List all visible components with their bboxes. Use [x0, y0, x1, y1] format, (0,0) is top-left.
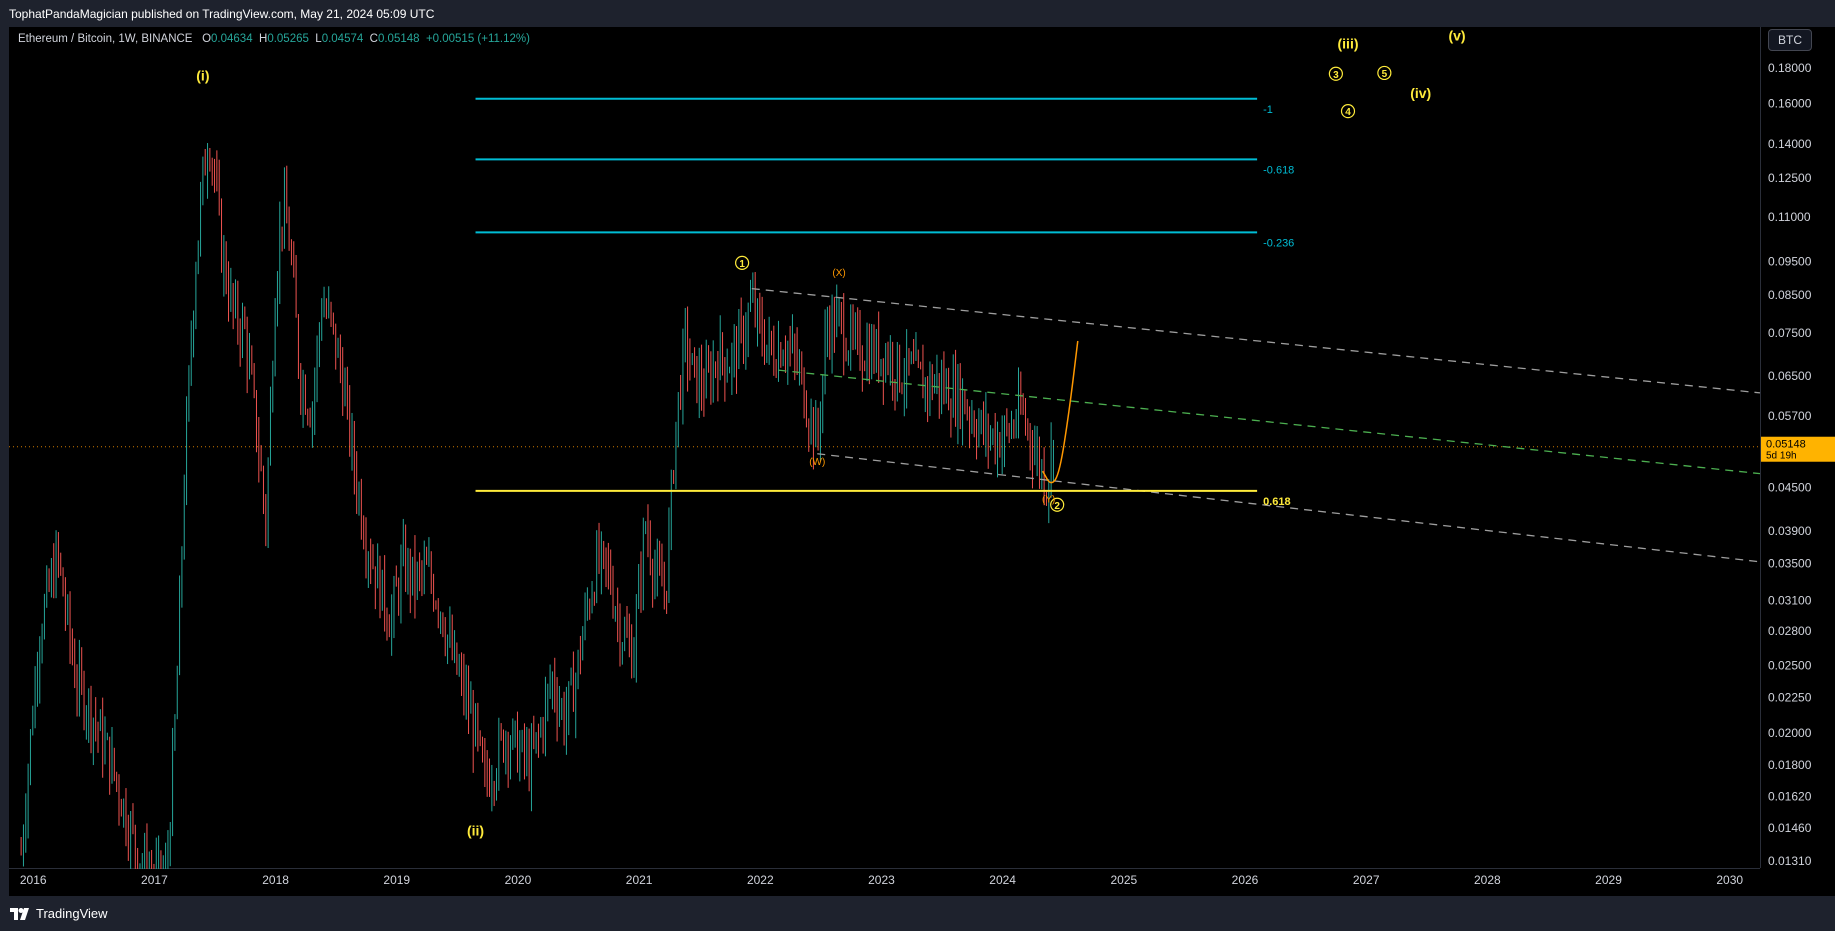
- price-axis-tick: 0.11000: [1768, 210, 1811, 224]
- price-axis-tick: 0.07500: [1768, 326, 1812, 340]
- price-axis-tick: 0.03100: [1768, 593, 1812, 607]
- wave-label: 2: [1054, 501, 1060, 512]
- close-value: 0.05148: [377, 33, 420, 45]
- price-axis-tick: 0.02250: [1768, 690, 1812, 704]
- wave-circle-marker: [1328, 66, 1343, 81]
- open-value: 0.04634: [211, 33, 253, 45]
- time-axis-tick: 2016: [20, 873, 47, 887]
- symbol-legend: Ethereum / Bitcoin, 1W, BINANCE O0.04634…: [18, 33, 530, 45]
- time-axis-tick: 2028: [1474, 873, 1501, 887]
- wave-label: 1: [739, 259, 745, 270]
- corrective-wave-label: (Y): [1042, 495, 1055, 506]
- wave-label: (iii): [1338, 35, 1359, 51]
- last-price-countdown: 5d 19h: [1766, 451, 1797, 462]
- price-axis-tick: 0.16000: [1768, 96, 1812, 110]
- corrective-wave-label: (W): [809, 457, 825, 468]
- channel-line: [778, 369, 1761, 475]
- wave-label: 4: [1345, 107, 1351, 118]
- price-axis-tick: 0.01800: [1768, 758, 1812, 772]
- time-axis-background: [9, 869, 1760, 896]
- time-axis-tick: 2030: [1716, 873, 1743, 887]
- price-axis-tick: 0.05700: [1768, 409, 1812, 423]
- close-label: C: [369, 33, 378, 45]
- chart-area[interactable]: -1 -0.618 -0.236 0.618 (i) (ii) (iii) (iv) (v) 1 2…: [9, 27, 1835, 896]
- plot-background: [9, 27, 1835, 896]
- high-label: H: [259, 33, 268, 45]
- time-axis-tick: 2026: [1232, 873, 1259, 887]
- time-axis-tick: 2021: [626, 873, 653, 887]
- tradingview-logo[interactable]: TradingView: [10, 906, 108, 921]
- open-label: O: [202, 33, 212, 45]
- price-axis-tick: 0.04500: [1768, 480, 1812, 494]
- wave-label: 3: [1333, 70, 1339, 81]
- high-value: 0.05265: [267, 33, 309, 45]
- price-axis-tick: 0.01620: [1768, 790, 1812, 804]
- wave-label: (iv): [1410, 85, 1431, 101]
- change-value: +0.00515 (+11.12%): [425, 33, 530, 45]
- price-axis-tick: 0.01460: [1768, 821, 1812, 835]
- wave-label: 5: [1382, 69, 1388, 80]
- price-axis-tick: 0.02800: [1768, 624, 1812, 638]
- price-axis-tick: 0.12500: [1768, 171, 1812, 185]
- footer-bar: TradingView: [0, 896, 1835, 931]
- price-axis-tick: 0.09500: [1768, 254, 1812, 268]
- wave-circle-marker: [1377, 65, 1392, 81]
- price-axis-tick: 0.06500: [1768, 369, 1812, 383]
- channel-line: [751, 287, 1761, 394]
- corrective-wave-label: (X): [832, 268, 845, 279]
- price-axis-tick: 0.03900: [1768, 524, 1812, 538]
- price-chart[interactable]: -1 -0.618 -0.236 0.618 (i) (ii) (iii) (iv) (v) 1 2…: [9, 27, 1835, 896]
- wave-circle-marker: [735, 255, 750, 270]
- price-axis-tick: 0.14000: [1768, 137, 1812, 151]
- last-price-value: 0.05148: [1766, 439, 1806, 451]
- time-axis-tick: 2020: [505, 873, 532, 887]
- price-axis-tick: 0.02500: [1768, 658, 1812, 672]
- price-axis-tick: 0.01310: [1768, 854, 1812, 868]
- time-axis-tick: 2022: [747, 873, 774, 887]
- projection-path: [1041, 340, 1079, 484]
- publish-info-bar: TophatPandaMagician published on Trading…: [0, 0, 1835, 27]
- price-axis-tick: 0.03500: [1768, 557, 1812, 571]
- currency-button[interactable]: BTC: [1768, 29, 1812, 51]
- symbol-title[interactable]: Ethereum / Bitcoin, 1W, BINANCE: [18, 33, 193, 45]
- time-axis-tick: 2025: [1110, 873, 1137, 887]
- price-axis-tick: 0.02000: [1768, 726, 1812, 740]
- channel-line: [817, 453, 1761, 563]
- fib-level-label: -0.236: [1263, 237, 1294, 249]
- last-price-tag: [1761, 436, 1835, 462]
- fib-level-label: -1: [1263, 104, 1273, 116]
- time-axis-tick: 2017: [141, 873, 168, 887]
- wave-label: (v): [1448, 28, 1465, 44]
- tradingview-brand: TradingView: [36, 906, 108, 921]
- fib-level-label: 0.618: [1263, 496, 1291, 508]
- low-value: 0.04574: [321, 33, 364, 45]
- wave-circle-marker: [1340, 104, 1356, 119]
- tradingview-logo-icon: [10, 907, 29, 920]
- time-axis-tick: 2024: [989, 873, 1016, 887]
- wave-circle-marker: [1050, 497, 1065, 512]
- price-axis-tick: 0.18000: [1768, 61, 1812, 75]
- time-axis-tick: 2018: [262, 873, 289, 887]
- time-axis-tick: 2019: [383, 873, 410, 887]
- wave-label: (i): [196, 68, 209, 84]
- wave-label: (ii): [467, 823, 484, 839]
- time-axis-tick: 2023: [868, 873, 895, 887]
- time-axis-tick: 2027: [1353, 873, 1380, 887]
- publish-line: TophatPandaMagician published on Trading…: [9, 6, 435, 21]
- price-axis-tick: 0.08500: [1768, 288, 1812, 302]
- time-axis-tick: 2029: [1595, 873, 1622, 887]
- fib-level-label: -0.618: [1263, 164, 1294, 176]
- low-label: L: [315, 33, 322, 45]
